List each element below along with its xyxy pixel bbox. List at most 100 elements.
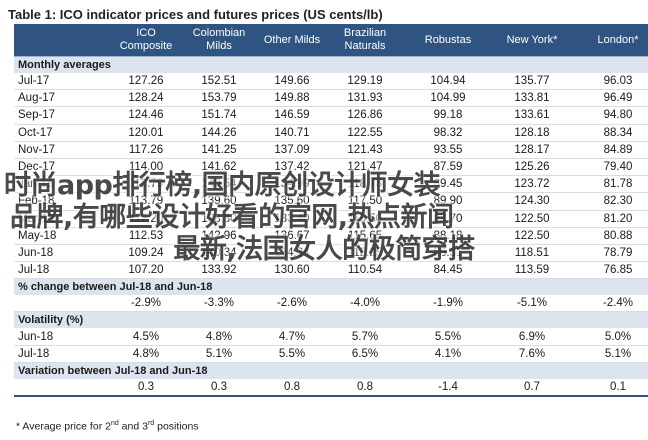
table-cell: 6.9% — [490, 328, 574, 346]
column-header-new-york: New York* — [490, 24, 574, 57]
table-cell: 133.40 — [260, 210, 324, 228]
table-cell: 140.34 — [178, 244, 260, 263]
table-cell: 127.26 — [114, 73, 178, 91]
table-cell: 112.25 — [324, 244, 406, 263]
column-header-brazilian-naturals: Brazilian Naturals — [324, 24, 406, 57]
table-cell: 149.88 — [260, 89, 324, 108]
table-cell: 88.70 — [406, 210, 490, 228]
table-cell: 128.18 — [490, 124, 574, 142]
section-header-row: Monthly averages — [14, 56, 648, 73]
row-label: Mar-18 — [14, 210, 114, 228]
table-cell: 138.80 — [178, 210, 260, 228]
table-cell: 129.19 — [324, 73, 406, 91]
row-label: Jun-18 — [14, 244, 114, 263]
table-row: Jun-18 109.24 140.34 134.34 112.25 86.31 118.5… — [14, 244, 648, 263]
table-cell: 141.25 — [178, 141, 260, 159]
table-cell: 89.90 — [406, 192, 490, 211]
table-cell: 5.7% — [324, 328, 406, 346]
section-label: Variation between Jul-18 and Jun-18 — [14, 361, 648, 379]
table-cell: 84.45 — [406, 261, 490, 280]
table-cell: 117.26 — [114, 141, 178, 159]
table-cell: 137.09 — [260, 141, 324, 159]
table-cell: 115.65 — [324, 227, 406, 245]
table-cell: 135.60 — [260, 192, 324, 211]
table-cell: 122.55 — [324, 124, 406, 142]
table-cell: 134.99 — [260, 175, 324, 194]
table-cell: 133.92 — [178, 261, 260, 280]
table-body: Monthly averages Jul-17 127.26 152.51 149.66… — [14, 56, 648, 398]
column-header — [14, 24, 114, 57]
table-cell: 113.79 — [114, 175, 178, 194]
table-cell: 7.6% — [490, 345, 574, 363]
table-cell: 4.1% — [406, 345, 490, 363]
table-cell: 6.5% — [324, 345, 406, 363]
table-cell: 98.32 — [406, 124, 490, 142]
table-cell: 117.50 — [324, 192, 406, 211]
table-cell: 130.60 — [260, 261, 324, 280]
table-cell: 87.59 — [406, 158, 490, 177]
table-cell: 0.8 — [260, 378, 324, 398]
table-cell: 140.71 — [260, 124, 324, 142]
table-cell: 94.80 — [574, 106, 648, 125]
table-cell: 118.51 — [490, 244, 574, 263]
table-cell: 118.73 — [324, 175, 406, 194]
section-header-row: % change between Jul-18 and Jun-18 — [14, 278, 648, 296]
table-cell: 109.24 — [114, 244, 178, 263]
table-row: Jan-18 113.79 140.54 134.99 118.73 89.45 123.7… — [14, 175, 648, 194]
table-cell: 124.46 — [114, 106, 178, 125]
table-cell: 131.93 — [324, 89, 406, 108]
table-cell: 99.18 — [406, 106, 490, 125]
table-cell: 78.79 — [574, 244, 648, 263]
table-cell: 151.74 — [178, 106, 260, 125]
table-cell: -4.0% — [324, 295, 406, 313]
table-cell: -2.9% — [114, 295, 178, 313]
row-label: May-18 — [14, 227, 114, 245]
table-row: Jul-18 4.8% 5.1% 5.5% 6.5% 4.1% 7.6% 5.1% — [14, 345, 648, 363]
row-label: Jul-18 — [14, 345, 114, 363]
table-cell: 137.42 — [260, 158, 324, 177]
table-cell: 0.7 — [490, 378, 574, 398]
table-cell: 126.86 — [324, 106, 406, 125]
table-cell: 86.31 — [406, 244, 490, 263]
table-cell: 113.59 — [490, 261, 574, 280]
table-cell: 4.8% — [178, 328, 260, 346]
table-cell: 124.30 — [490, 192, 574, 211]
table-title: Table 1: ICO indicator prices and future… — [8, 7, 383, 22]
row-label: Aug-17 — [14, 89, 114, 108]
table-cell: 76.85 — [574, 261, 648, 280]
table-cell: 144.26 — [178, 124, 260, 142]
table-cell: 81.78 — [574, 175, 648, 194]
table-cell: 133.81 — [490, 89, 574, 108]
row-label: Jul-18 — [14, 261, 114, 280]
table-cell: 133.61 — [490, 106, 574, 125]
table-cell: 80.88 — [574, 227, 648, 245]
header-row: ICO Composite Colombian Milds Other Mild… — [14, 24, 648, 57]
table-cell: 122.50 — [490, 227, 574, 245]
table-row: Jul-18 107.20 133.92 130.60 110.54 84.45 113.5… — [14, 261, 648, 280]
section-label: Volatility (%) — [14, 311, 648, 329]
table-cell: 4.5% — [114, 328, 178, 346]
table-cell: 153.79 — [178, 89, 260, 108]
row-label: Oct-17 — [14, 124, 114, 142]
table-cell: -2.4% — [574, 295, 648, 313]
table-cell: 88.18 — [406, 227, 490, 245]
table-cell: 89.45 — [406, 175, 490, 194]
table-cell: 141.62 — [178, 158, 260, 177]
table-cell: 82.30 — [574, 192, 648, 211]
row-label: Dec-17 — [14, 158, 114, 177]
table-cell: 115.50 — [324, 210, 406, 228]
table-cell: 0.3 — [178, 378, 260, 398]
row-label: Jun-18 — [14, 328, 114, 346]
footnote: * Average price for 2nd and 3rd position… — [16, 420, 199, 433]
table-cell: 142.96 — [178, 227, 260, 245]
table-row: Jun-18 4.5% 4.8% 4.7% 5.7% 5.5% 6.9% 5.0% — [14, 328, 648, 346]
section-label: % change between Jul-18 and Jun-18 — [14, 278, 648, 296]
table-row: 0.3 0.3 0.8 0.8 -1.4 0.7 0.1 — [14, 378, 648, 398]
table-cell: -1.4 — [406, 378, 490, 398]
row-label-empty — [14, 295, 114, 313]
table-cell: -2.6% — [260, 295, 324, 313]
table-cell: 107.20 — [114, 261, 178, 280]
table-cell: 139.60 — [178, 192, 260, 211]
table-row: Oct-17 120.01 144.26 140.71 122.55 98.32 128.1… — [14, 124, 648, 142]
table-cell: 93.55 — [406, 141, 490, 159]
